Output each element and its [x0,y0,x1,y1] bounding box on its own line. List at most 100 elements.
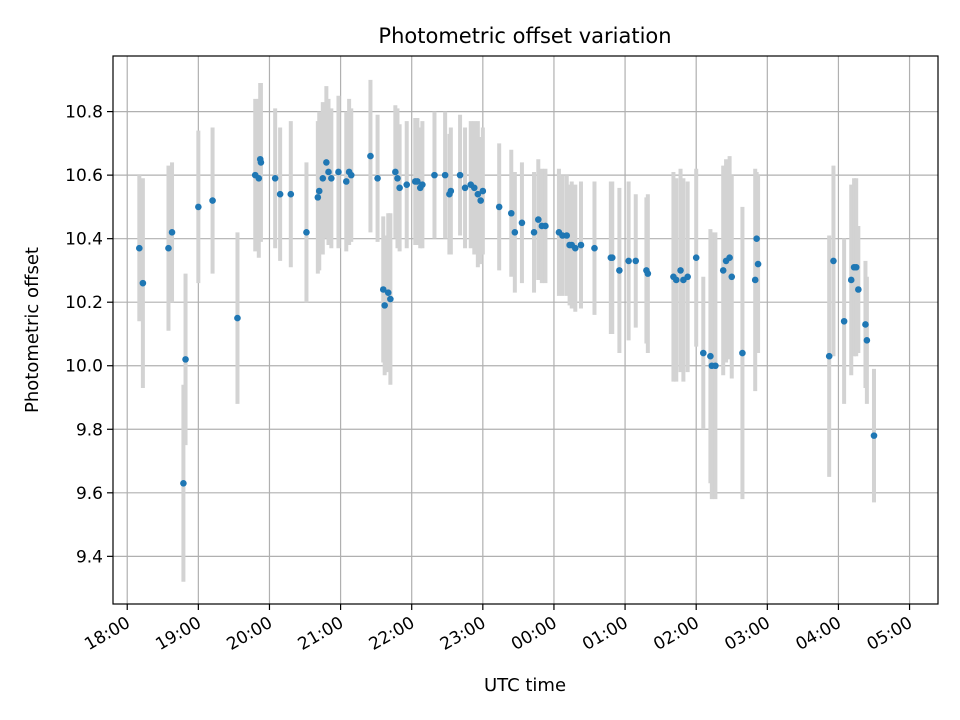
data-point [726,254,733,262]
data-point [335,168,342,176]
data-point [414,178,421,185]
data-point [479,187,487,195]
x-tick-label: 00:00 [508,613,560,655]
data-point [855,286,862,293]
data-point [392,168,399,176]
data-point [374,175,381,182]
data-point [470,184,478,192]
data-point [328,175,335,182]
data-point [314,194,322,201]
data-point [209,197,216,204]
chart-title: Photometric offset variation [378,24,671,48]
data-point [847,276,855,284]
data-point [431,171,438,179]
data-point [165,244,172,252]
data-point [474,190,482,198]
data-point [862,321,869,328]
data-point [255,175,263,182]
x-tick-label: 22:00 [366,613,418,655]
data-point [381,302,388,309]
y-tick-label: 9.8 [76,420,103,440]
data-point [530,229,538,236]
data-point [577,241,585,249]
y-tick-labels: 9.4 9.6 9.8 10.0 10.2 10.4 10.6 10.8 [65,103,103,568]
data-point [287,190,295,198]
x-tick-label: 18:00 [81,613,133,655]
data-point [182,356,189,363]
x-tick-label: 02:00 [650,613,702,655]
data-point [319,175,327,182]
data-points [136,152,878,487]
y-axis-label: Photometric offset [22,247,43,413]
data-point [441,171,449,179]
data-point [325,168,332,176]
data-point [477,197,484,204]
data-point [684,273,691,281]
data-point [739,349,746,357]
data-point [632,257,640,265]
data-point [535,216,542,223]
x-tick-label: 19:00 [152,613,204,655]
data-point [825,352,833,360]
data-point [403,181,411,188]
data-point [315,187,323,195]
data-point [511,229,519,236]
x-tick-label: 04:00 [792,613,844,655]
x-tick-label: 01:00 [579,613,631,655]
error-bars [137,79,876,582]
data-point [644,270,652,277]
data-point [168,229,176,236]
data-point [707,352,714,360]
data-point [379,286,387,293]
data-point [195,203,202,211]
x-tick-label: 03:00 [721,613,773,655]
data-point [447,187,455,195]
data-point [591,244,598,252]
x-tick-label: 23:00 [437,613,489,655]
data-point [139,279,147,287]
data-point [692,254,700,262]
data-point [384,289,392,296]
data-point [323,159,330,166]
data-point [495,203,503,211]
data-point [677,267,684,274]
x-tick-label: 20:00 [224,613,276,655]
data-point [507,209,515,217]
x-axis-label: UTC time [484,675,566,696]
data-point [712,362,719,370]
data-point [136,244,143,252]
data-point [542,222,549,230]
y-tick-label: 9.4 [76,547,103,567]
data-point [563,232,571,239]
data-point [852,263,860,271]
data-point [303,229,310,236]
data-point [840,317,848,325]
data-point [456,171,464,179]
data-point [271,175,279,182]
data-point [396,184,403,192]
plot-frame [112,55,939,605]
data-point [616,267,623,274]
data-point [342,178,350,185]
y-tick-label: 10.0 [65,357,103,377]
y-tick-label: 10.8 [65,103,103,123]
x-tick-labels: 18:00 19:00 20:00 21:00 22:00 23:00 00:00 01:00… [81,613,916,655]
data-point [754,260,762,268]
x-tick-label: 05:00 [864,613,916,655]
tick-marks [107,110,911,610]
data-point [419,181,426,188]
data-point [672,276,680,284]
data-point [367,152,374,160]
data-point [234,314,241,322]
data-point [625,257,632,265]
data-point [387,295,394,303]
data-point [518,219,526,227]
data-point [863,337,871,344]
data-point [276,190,284,198]
y-tick-label: 10.2 [65,293,103,313]
data-point [608,254,616,262]
data-point [700,349,707,357]
x-tick-label: 21:00 [295,613,347,655]
data-point [257,159,265,166]
